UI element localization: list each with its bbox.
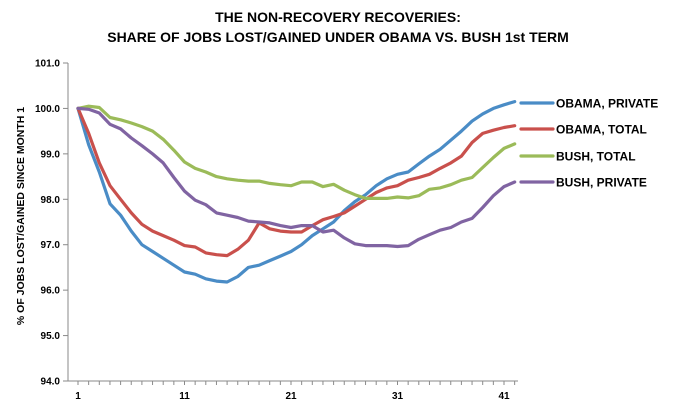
y-tick-label: 94.0: [41, 377, 61, 388]
x-axis-ticks: 1 11 21 31 41: [75, 381, 516, 402]
y-axis-ticks: 94.0 95.0 96.0 97.0 98.0 99.0 100.0 101.0: [35, 59, 68, 388]
series-line-bush-private: [76, 106, 517, 249]
legend-label: BUSH, PRIVATE: [556, 176, 647, 190]
y-tick-label: 96.0: [41, 286, 61, 297]
y-tick-label: 99.0: [41, 149, 61, 160]
y-tick-label: 95.0: [41, 331, 61, 342]
legend-label: OBAMA, PRIVATE: [556, 97, 658, 111]
x-tick-label: 11: [179, 391, 190, 402]
series-line-obama-total: [76, 106, 517, 258]
series-lines: [76, 99, 517, 284]
legend-label: OBAMA, TOTAL: [556, 123, 647, 137]
x-tick-label: 41: [498, 391, 510, 402]
chart-title-line-2: SHARE OF JOBS LOST/GAINED UNDER OBAMA VS…: [107, 29, 569, 45]
y-tick-label: 98.0: [41, 195, 61, 206]
y-tick-label: 97.0: [41, 240, 61, 251]
y-tick-label: 101.0: [35, 59, 60, 70]
x-tick-label: 21: [285, 391, 297, 402]
legend-label: BUSH, TOTAL: [556, 150, 636, 164]
x-tick-label: 31: [392, 391, 404, 402]
legend: OBAMA, PRIVATE OBAMA, TOTAL BUSH, TOTAL BUS…: [519, 97, 658, 190]
series-line-bush-total: [76, 104, 517, 200]
y-tick-label: 100.0: [35, 104, 60, 115]
x-tick-label: 1: [75, 391, 81, 402]
chart-title-line-1: THE NON-RECOVERY RECOVERIES:: [215, 9, 461, 25]
y-axis-label: % OF JOBS LOST/GAINED SINCE MONTH 1: [15, 107, 27, 325]
series-line-obama-private: [76, 99, 517, 284]
